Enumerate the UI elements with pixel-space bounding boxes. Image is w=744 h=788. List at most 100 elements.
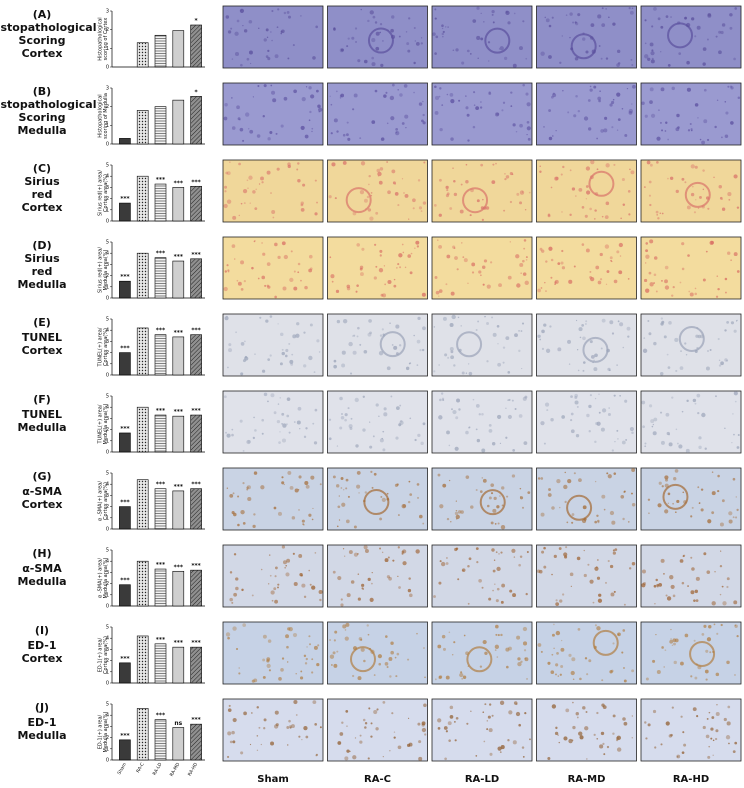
bar-pattern bbox=[190, 488, 202, 529]
tissue-texture bbox=[577, 628, 581, 631]
tissue-texture bbox=[480, 274, 482, 277]
tissue-texture bbox=[550, 258, 554, 262]
tissue-texture bbox=[697, 411, 700, 415]
tissue-texture bbox=[379, 167, 384, 171]
significance-label: *** bbox=[156, 712, 166, 719]
significance-label: *** bbox=[191, 327, 201, 334]
tissue-texture bbox=[702, 278, 706, 282]
tissue-texture bbox=[515, 254, 520, 259]
panel-title: Histopathological bbox=[0, 21, 96, 34]
tissue-texture bbox=[649, 239, 654, 244]
tissue-texture bbox=[266, 170, 271, 175]
tissue-texture bbox=[258, 726, 261, 729]
tissue-texture bbox=[642, 581, 646, 586]
tissue-texture bbox=[625, 438, 628, 441]
tissue-texture bbox=[313, 371, 316, 374]
tissue-texture bbox=[469, 214, 472, 217]
tissue-texture bbox=[649, 87, 654, 92]
tissue-texture bbox=[296, 420, 301, 425]
tissue-texture bbox=[270, 84, 273, 87]
tissue-texture bbox=[648, 194, 652, 197]
micrograph-bg bbox=[536, 82, 637, 146]
micrograph bbox=[222, 5, 324, 69]
tissue-texture bbox=[249, 129, 254, 134]
tissue-texture bbox=[642, 425, 645, 429]
tissue-texture bbox=[563, 552, 568, 557]
tissue-texture bbox=[308, 86, 312, 90]
tissue-texture bbox=[266, 659, 270, 663]
tissue-texture bbox=[575, 94, 578, 98]
tissue-texture bbox=[556, 478, 561, 484]
tissue-texture bbox=[660, 372, 664, 376]
tissue-texture bbox=[274, 575, 277, 578]
tissue-texture bbox=[309, 583, 312, 586]
tissue-texture bbox=[724, 291, 727, 294]
tissue-texture bbox=[336, 650, 339, 653]
tissue-texture bbox=[559, 61, 562, 64]
tissue-texture bbox=[408, 218, 410, 220]
tissue-texture bbox=[246, 485, 251, 490]
tissue-texture bbox=[311, 671, 314, 674]
tissue-texture bbox=[695, 599, 699, 603]
micrograph bbox=[431, 236, 533, 300]
tissue-texture bbox=[382, 40, 384, 42]
tissue-texture bbox=[455, 500, 457, 502]
tissue-texture bbox=[288, 15, 292, 19]
tissue-texture bbox=[395, 436, 399, 440]
tissue-texture bbox=[541, 249, 545, 253]
tissue-texture bbox=[665, 15, 669, 18]
bar-pattern bbox=[137, 253, 149, 298]
tissue-texture bbox=[734, 400, 737, 403]
tissue-texture bbox=[422, 201, 427, 205]
y-tick-label: 2 bbox=[106, 427, 109, 433]
tissue-texture bbox=[303, 364, 307, 368]
tissue-texture bbox=[471, 262, 476, 267]
tissue-texture bbox=[723, 717, 727, 722]
tissue-texture bbox=[261, 275, 266, 280]
tissue-texture bbox=[485, 206, 490, 210]
tissue-texture bbox=[414, 247, 416, 249]
tissue-texture bbox=[231, 58, 234, 60]
tissue-texture bbox=[500, 551, 503, 554]
tissue-texture bbox=[364, 726, 367, 729]
tissue-texture bbox=[407, 500, 411, 504]
y-tick-label: 4 bbox=[106, 251, 109, 257]
tissue-texture bbox=[613, 394, 616, 397]
tissue-texture bbox=[652, 431, 657, 436]
tissue-texture bbox=[244, 356, 249, 361]
tissue-texture bbox=[480, 12, 482, 14]
tissue-texture bbox=[393, 736, 396, 739]
tissue-texture bbox=[690, 675, 693, 678]
tissue-texture bbox=[651, 57, 654, 60]
tissue-texture bbox=[440, 392, 444, 395]
tissue-texture bbox=[484, 651, 488, 655]
tissue-texture bbox=[467, 139, 470, 142]
tissue-texture bbox=[370, 735, 373, 738]
tissue-texture bbox=[281, 657, 285, 660]
tissue-texture bbox=[721, 585, 724, 588]
tissue-texture bbox=[612, 732, 615, 735]
tissue-texture bbox=[238, 672, 241, 675]
tissue-texture bbox=[253, 678, 258, 683]
tissue-texture bbox=[482, 711, 485, 714]
micrograph bbox=[640, 698, 742, 762]
tissue-texture bbox=[448, 739, 451, 742]
tissue-texture bbox=[690, 192, 695, 197]
tissue-texture bbox=[657, 109, 660, 112]
tissue-texture bbox=[519, 123, 523, 128]
tissue-texture bbox=[279, 431, 281, 433]
x-tick-label: RA-C bbox=[135, 762, 146, 774]
tissue-texture bbox=[690, 129, 693, 132]
tissue-texture bbox=[522, 259, 525, 263]
tissue-texture bbox=[344, 636, 349, 641]
tissue-texture bbox=[589, 340, 593, 344]
tissue-texture bbox=[648, 180, 652, 184]
tissue-texture bbox=[461, 568, 466, 572]
y-tick-label: 1 bbox=[106, 284, 109, 290]
micrograph-bg bbox=[640, 159, 742, 223]
tissue-texture bbox=[439, 560, 442, 563]
tissue-texture bbox=[667, 492, 671, 496]
tissue-texture bbox=[643, 278, 648, 283]
tissue-texture bbox=[697, 486, 700, 489]
column-label: RA-LD bbox=[465, 774, 499, 785]
